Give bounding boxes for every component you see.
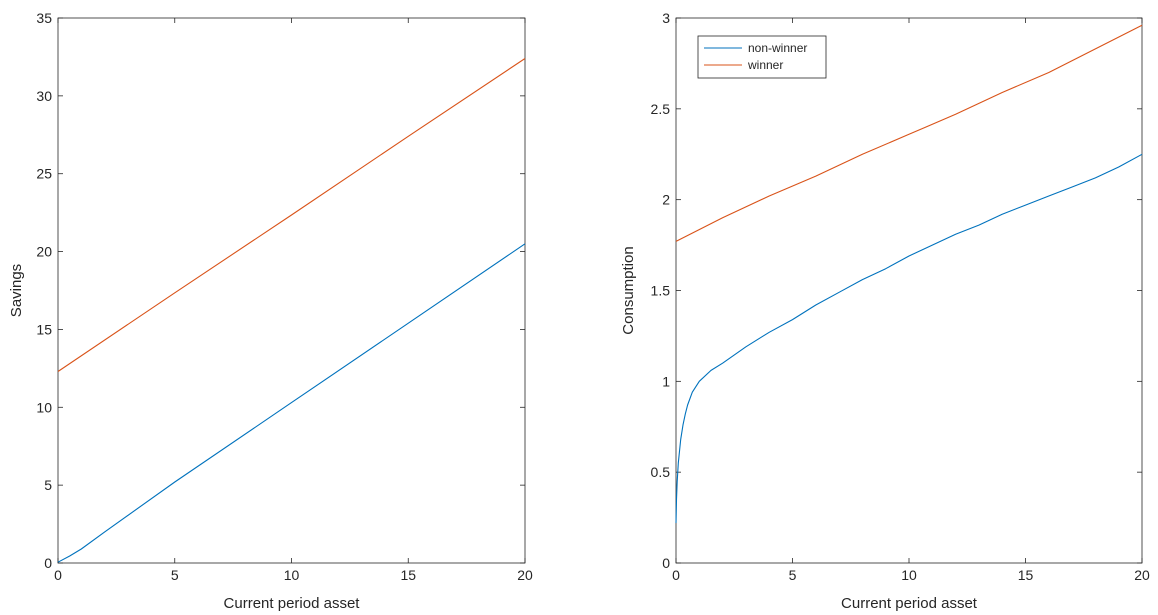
savings-series-line-1 (57, 243, 526, 563)
consumption-legend-box (697, 35, 827, 79)
savings-axes-box (57, 17, 526, 564)
savings-xtick-label: 5 (171, 567, 179, 583)
consumption-xtick-label: 5 (789, 567, 797, 583)
consumption-xtick-label: 0 (672, 567, 680, 583)
savings-ytick-label: 10 (36, 399, 52, 415)
savings-ytick-label: 30 (36, 88, 52, 104)
savings-xlabel: Current period asset (224, 595, 361, 612)
savings-ytick-label: 0 (44, 555, 52, 571)
savings-ytick-label: 25 (36, 166, 52, 182)
consumption-xtick-label: 20 (1134, 567, 1150, 583)
consumption-series-line-2 (675, 24, 1143, 242)
consumption-ytick-label: 1.5 (651, 283, 671, 299)
savings-series-line-2 (57, 58, 526, 372)
consumption-legend-label: winner (747, 58, 783, 72)
savings-ytick-label: 5 (44, 477, 52, 493)
consumption-xtick-label: 10 (901, 567, 917, 583)
consumption-xlabel: Current period asset (841, 595, 978, 612)
savings-xtick-label: 20 (517, 567, 533, 583)
consumption-ytick-label: 0.5 (651, 464, 671, 480)
savings-ylabel: Savings (8, 264, 25, 317)
consumption-ytick-label: 0 (662, 555, 670, 571)
consumption-axes-box (675, 17, 1143, 564)
savings-xtick-label: 0 (54, 567, 62, 583)
right-chart-consumption: 0 5 10 15 20 0 0.5 1 1.5 2 2.5 3 Current period asse… (620, 10, 1150, 612)
consumption-series-line-1 (675, 153, 1143, 524)
consumption-legend-label: non-winner (748, 41, 807, 55)
consumption-ytick-label: 3 (662, 10, 670, 26)
consumption-ytick-label: 2.5 (651, 101, 671, 117)
consumption-ylabel: Consumption (620, 246, 637, 334)
savings-ytick-label: 35 (36, 10, 52, 26)
savings-ytick-label: 15 (36, 321, 52, 337)
left-chart-savings: 0 5 10 15 20 0 5 10 15 20 25 30 35 Current period ass… (8, 10, 533, 612)
savings-ytick-label: 20 (36, 244, 52, 260)
savings-xtick-label: 10 (284, 567, 300, 583)
consumption-ytick-label: 1 (662, 373, 670, 389)
consumption-xtick-label: 15 (1018, 567, 1034, 583)
savings-xtick-label: 15 (400, 567, 416, 583)
consumption-ytick-label: 2 (662, 192, 670, 208)
